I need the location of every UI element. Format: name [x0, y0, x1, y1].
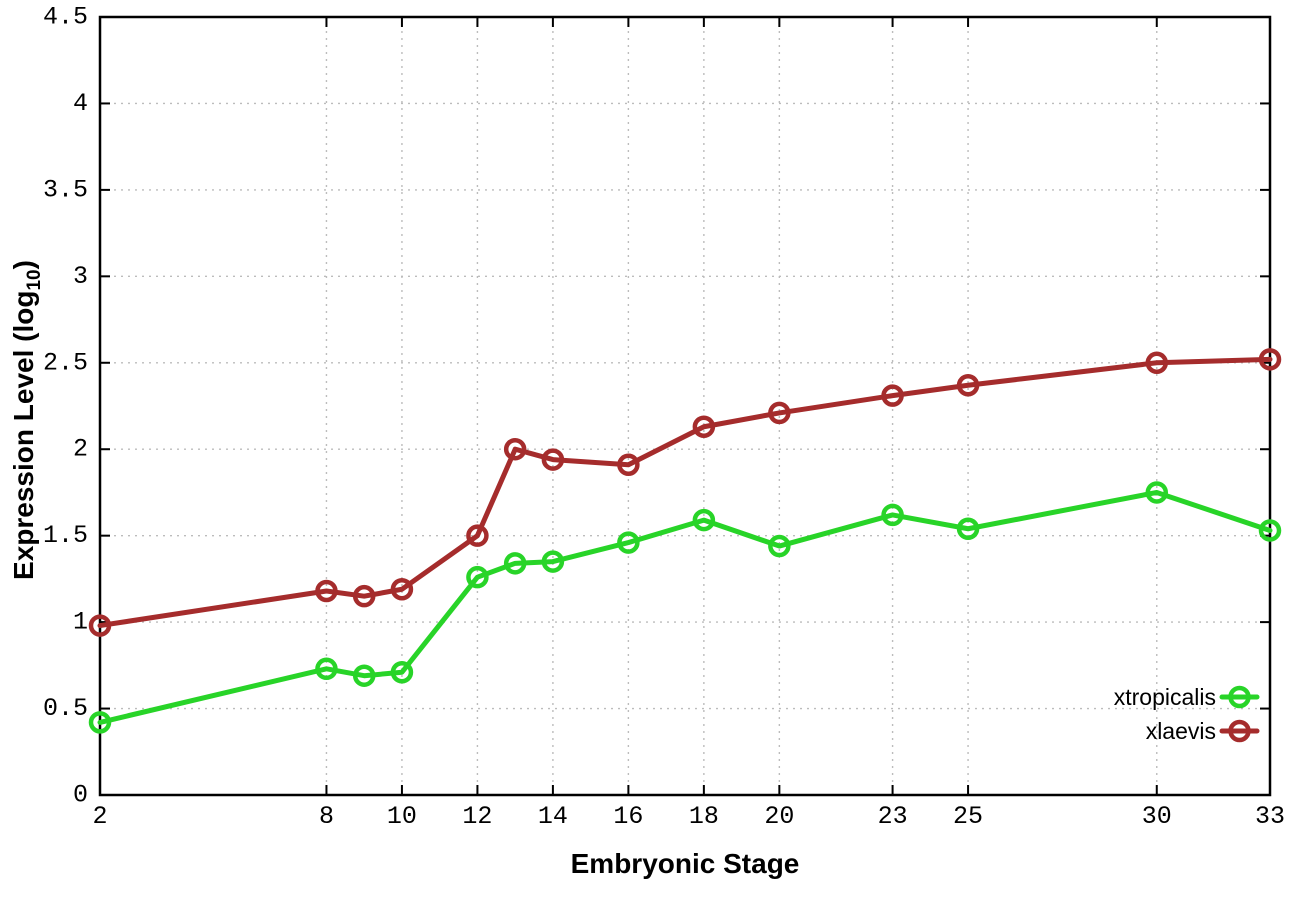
x-tick-label: 12: [462, 802, 492, 831]
data-point-xlaevis: [617, 453, 640, 477]
x-tick-label: 8: [319, 802, 334, 831]
data-point-xlaevis: [88, 614, 112, 637]
data-point-xlaevis: [1258, 348, 1282, 371]
y-tick-label: 0.5: [43, 694, 88, 723]
y-axis-title: Expression Level (log10): [8, 260, 46, 580]
y-tick-label: 0: [73, 781, 88, 810]
data-point-xlaevis: [352, 584, 376, 608]
data-point-xtropicalis: [541, 550, 565, 573]
legend-label-xlaevis: xlaevis: [1146, 718, 1216, 744]
data-point-xtropicalis: [315, 657, 338, 681]
y-tick-label: 3.5: [43, 175, 88, 204]
data-point-xlaevis: [466, 524, 489, 547]
data-point-xtropicalis: [956, 517, 980, 541]
data-point-xlaevis: [881, 384, 904, 407]
data-point-xlaevis: [315, 579, 338, 603]
data-point-xlaevis: [956, 374, 980, 397]
series-line-xtropicalis: [97, 489, 1273, 725]
data-point-xlaevis: [503, 437, 527, 461]
plot-border: [98, 15, 1272, 797]
data-point-xtropicalis: [390, 660, 414, 684]
y-axis-title-close: ): [8, 260, 40, 270]
x-tick-label: 10: [387, 802, 417, 831]
data-point-xtropicalis: [1258, 519, 1282, 542]
legend-label-xtropicalis: xtropicalis: [1114, 684, 1216, 710]
data-point-xlaevis: [1145, 351, 1169, 375]
y-tick-label: 4.5: [43, 3, 88, 32]
data-point-xlaevis: [768, 401, 791, 425]
data-point-xlaevis: [692, 415, 716, 438]
x-tick-label: 20: [764, 802, 794, 831]
data-point-xtropicalis: [352, 664, 376, 687]
data-point-xlaevis: [541, 448, 565, 471]
y-tick-label: 4: [73, 89, 88, 118]
data-point-xtropicalis: [503, 552, 527, 575]
data-point-xtropicalis: [881, 503, 904, 527]
x-tick-label: 33: [1255, 802, 1285, 831]
x-tick-label: 14: [538, 802, 568, 831]
x-tick-label: 25: [953, 802, 983, 831]
x-tick-label: 23: [878, 802, 908, 831]
legend-marker-icon-xlaevis: [1228, 719, 1251, 743]
y-tick-label: 1.5: [43, 521, 88, 550]
legend-marker-icon-xtropicalis: [1228, 685, 1251, 709]
x-tick-label: 30: [1142, 802, 1172, 831]
data-point-xtropicalis: [466, 565, 489, 589]
y-axis-title-subscript: 10: [23, 269, 45, 291]
x-tick-label: 16: [613, 802, 643, 831]
x-tick-label: 2: [92, 802, 107, 831]
x-tick-label: 18: [689, 802, 719, 831]
y-tick-label: 1: [73, 608, 88, 637]
data-point-xtropicalis: [88, 711, 112, 734]
y-tick-label: 3: [73, 262, 88, 291]
x-axis-title: Embryonic Stage: [570, 848, 800, 879]
series-line-xlaevis: [97, 356, 1273, 629]
data-point-xtropicalis: [768, 534, 791, 558]
data-point-xtropicalis: [1145, 481, 1169, 504]
y-tick-label: 2: [73, 435, 88, 464]
data-point-xlaevis: [390, 578, 414, 601]
data-point-xtropicalis: [692, 508, 716, 532]
y-axis-title-text: Expression Level (log: [8, 290, 40, 580]
data-point-xtropicalis: [617, 531, 640, 554]
y-tick-label: 2.5: [43, 348, 88, 377]
